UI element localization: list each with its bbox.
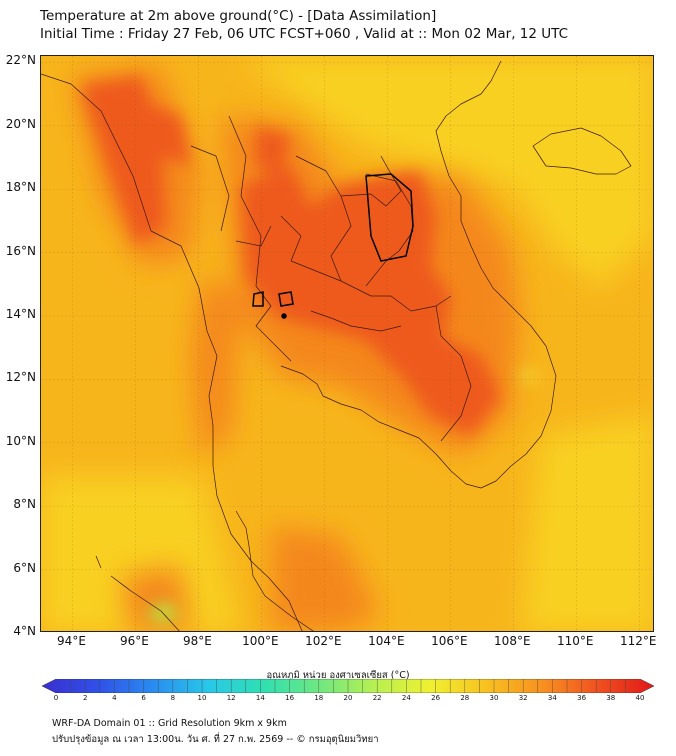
chart-subtitle: Initial Time : Friday 27 Feb, 06 UTC FCS… (40, 26, 569, 42)
colorbar-tick-label: 14 (255, 694, 265, 702)
lat-tick-label: 14°N (5, 306, 36, 321)
lake-outline-2 (278, 291, 294, 307)
model-info: WRF-DA Domain 01 :: Grid Resolution 9km … (52, 718, 287, 729)
map-gridlines (41, 56, 653, 631)
lon-tick-label: 98°E (182, 634, 212, 648)
lon-tick-label: 112°E (620, 634, 657, 648)
colorbar-tick-label: 8 (170, 694, 176, 702)
colorbar-tick-label: 2 (82, 694, 88, 702)
colorbar-tick-label: 10 (197, 694, 207, 702)
coastlines-and-borders (41, 60, 632, 631)
lon-tick-label: 96°E (120, 634, 149, 648)
chart-title: Temperature at 2m above ground(°C) - [Da… (40, 8, 437, 24)
lat-tick-label: 12°N (5, 370, 36, 385)
colorbar-tick-label: 30 (489, 694, 499, 702)
western-coastline (41, 73, 303, 631)
colorbar-tick-label: 4 (112, 694, 117, 702)
cool-temperature-areas (41, 56, 653, 631)
lat-tick-label: 10°N (5, 433, 36, 448)
hainan-island (532, 127, 632, 175)
thai-myanmar-border (228, 115, 292, 362)
colorbar (41, 678, 655, 694)
lon-tick-label: 104°E (368, 634, 405, 648)
lat-tick-label: 22°N (5, 53, 36, 68)
map-canvas (41, 56, 653, 631)
lon-tick-label: 110°E (557, 634, 594, 648)
lat-tick-label: 20°N (5, 116, 36, 131)
northeast-outline (365, 173, 414, 262)
lake-outline-1 (252, 291, 264, 307)
thai-laos-border (295, 155, 402, 207)
temperature-map[interactable] (40, 55, 654, 632)
colorbar-tick-label: 18 (314, 694, 324, 702)
colorbar-tick-label: 6 (141, 694, 146, 702)
lon-tick-label: 102°E (305, 634, 342, 648)
colorbar-tick-label: 0 (53, 694, 59, 702)
lat-tick-label: 16°N (5, 243, 36, 258)
lat-tick-label: 4°N (13, 624, 36, 638)
colorbar-tick-label: 22 (372, 694, 382, 702)
lat-tick-label: 6°N (13, 560, 36, 575)
lat-tick-label: 8°N (13, 497, 36, 512)
colorbar-tick-label: 12 (226, 694, 236, 702)
lat-tick-label: 18°N (5, 180, 36, 195)
colorbar-tick-label: 16 (285, 694, 295, 702)
bangkok-marker (281, 313, 287, 319)
lon-tick-label: 106°E (431, 634, 468, 648)
colorbar-tick-label: 32 (518, 694, 528, 702)
colorbar-tick-label: 36 (577, 694, 587, 702)
colorbar-tick-label: 34 (547, 694, 557, 702)
laos-cambodia-border (330, 195, 452, 312)
colorbar-tick-label: 26 (431, 694, 441, 702)
gulf-of-thailand-coast (280, 60, 557, 489)
colorbar-title: อุณหภูมิ หน่วย องศาเซลเซียส (°C) (266, 670, 410, 681)
update-info: ปรับปรุงข้อมูล ณ เวลา 13:00น. วัน ศ. ที่… (52, 734, 379, 745)
colorbar-tick-label: 38 (606, 694, 616, 702)
lon-tick-label: 100°E (242, 634, 279, 648)
lon-tick-label: 108°E (494, 634, 531, 648)
colorbar-tick-label: 20 (343, 694, 353, 702)
hot-temperature-areas (81, 76, 501, 436)
colorbar-tick-label: 28 (460, 694, 470, 702)
sumatra-coast (110, 575, 180, 631)
colorbar-tick-label: 40 (635, 694, 645, 702)
colorbar-tick-label: 24 (401, 694, 411, 702)
lon-tick-label: 94°E (57, 634, 86, 648)
region-outlines (252, 173, 414, 319)
